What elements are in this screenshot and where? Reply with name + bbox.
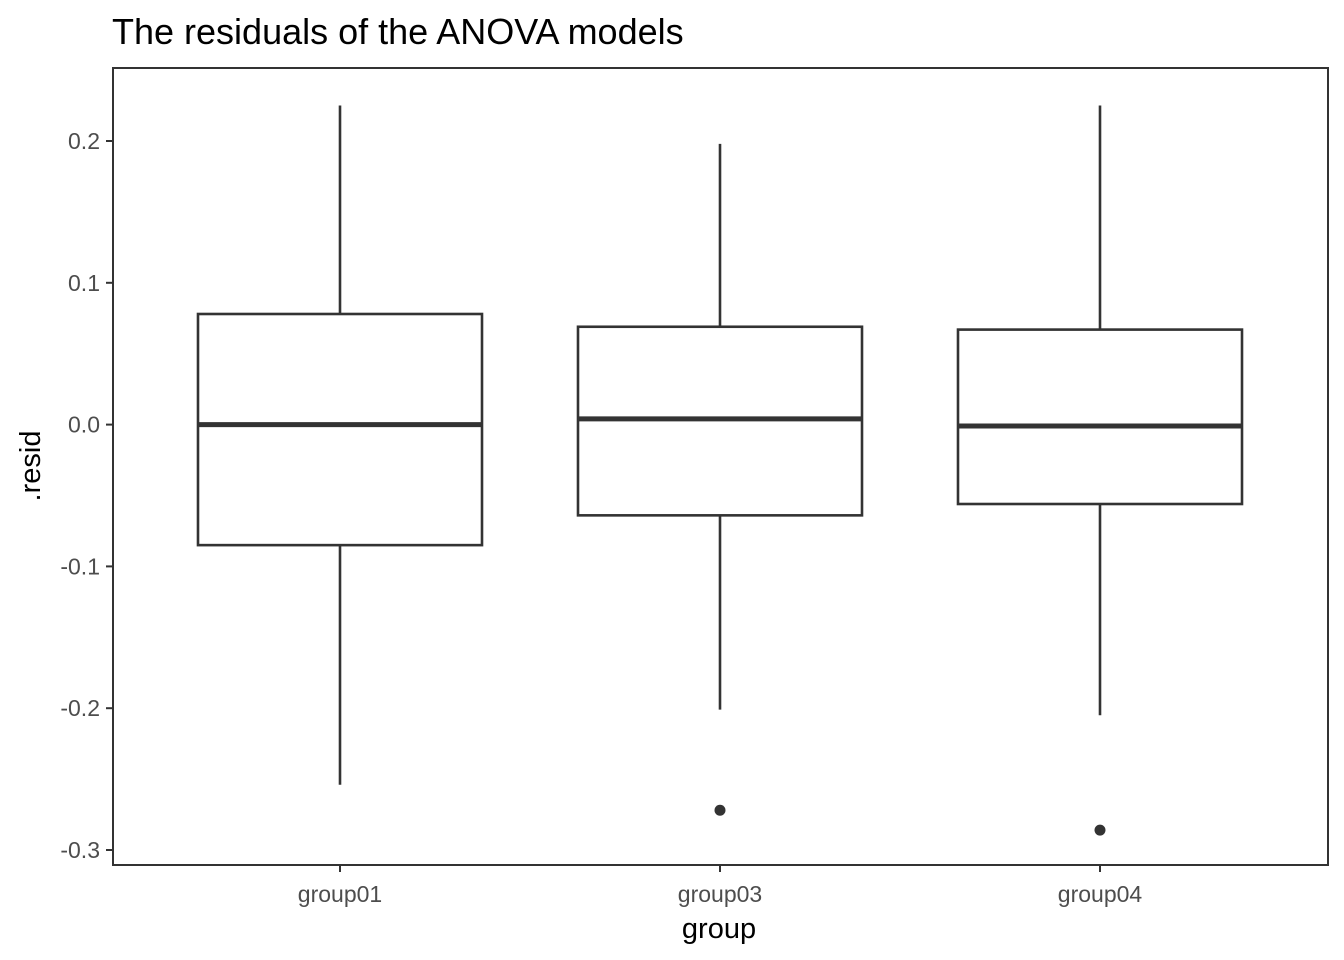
box-group01 bbox=[196, 105, 484, 785]
x-tick-label: group04 bbox=[1058, 881, 1143, 907]
box-group04 bbox=[956, 105, 1244, 836]
chart-title: The residuals of the ANOVA models bbox=[112, 11, 684, 52]
outlier-point bbox=[714, 804, 726, 816]
y-tick-label: -0.1 bbox=[60, 553, 100, 579]
iqr-box bbox=[196, 312, 484, 547]
box-group03 bbox=[576, 143, 864, 816]
iqr-box bbox=[956, 328, 1244, 506]
y-tick-label: -0.2 bbox=[60, 695, 100, 721]
x-axis: group01 group03 group04 bbox=[298, 865, 1143, 907]
outlier-point bbox=[1094, 824, 1106, 836]
y-tick-label: 0.2 bbox=[68, 128, 100, 154]
boxes-layer bbox=[196, 105, 1244, 836]
y-axis-title: .resid bbox=[15, 431, 47, 502]
x-axis-title: group bbox=[682, 913, 756, 945]
y-axis: -0.3 -0.2 -0.1 0.0 0.1 0.2 bbox=[60, 128, 113, 863]
y-tick-label: 0.0 bbox=[68, 412, 100, 438]
x-tick-label: group03 bbox=[678, 881, 762, 907]
y-tick-label: -0.3 bbox=[60, 837, 100, 863]
x-tick-label: group01 bbox=[298, 881, 382, 907]
y-tick-label: 0.1 bbox=[68, 270, 100, 296]
